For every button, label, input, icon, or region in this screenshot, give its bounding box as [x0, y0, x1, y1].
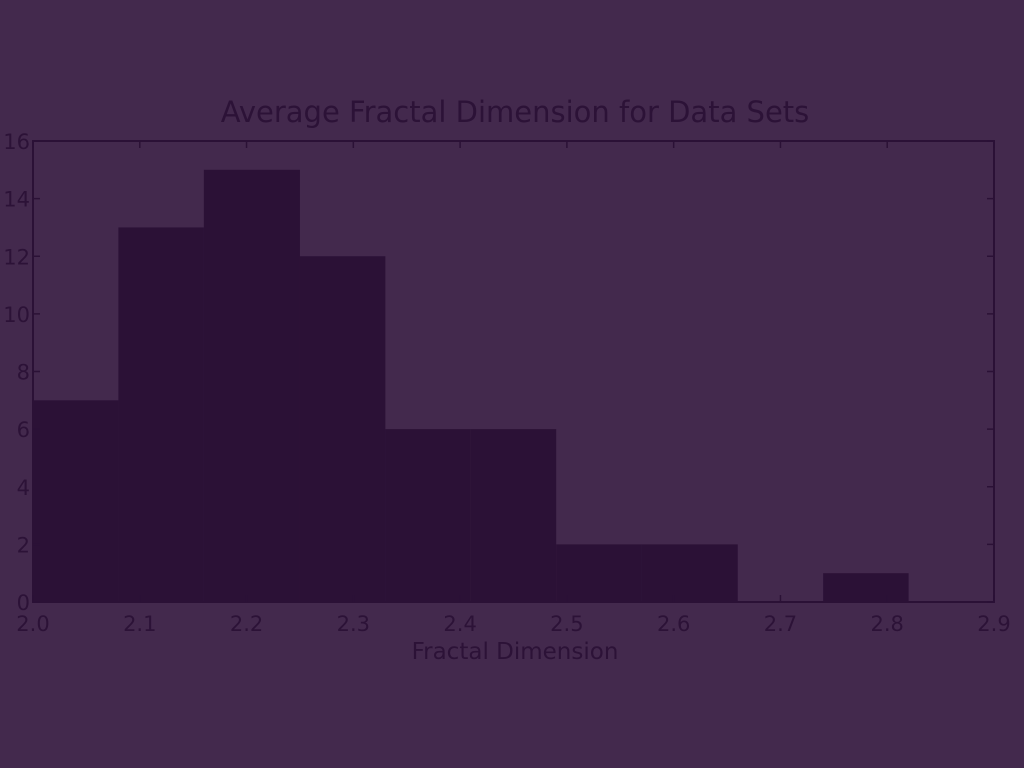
- x-tick-label-7: 2.7: [764, 612, 797, 636]
- x-tick-label-6: 2.6: [657, 612, 690, 636]
- histogram-bar-9: [823, 573, 909, 602]
- y-tick-label-7: 14: [3, 188, 30, 212]
- x-tick-label-9: 2.9: [977, 612, 1010, 636]
- x-tick-label-4: 2.4: [443, 612, 476, 636]
- x-tick-label-2: 2.2: [230, 612, 263, 636]
- histogram-bar-5: [470, 429, 557, 602]
- histogram-bar-1: [118, 227, 204, 602]
- ticks-layer: 2.0 2.1 2.2 2.3 2.4 2.5 2.6 2.7 2.8 2.9 0 2 4 6 8 10 12 1…: [3, 130, 1010, 636]
- y-tick-label-6: 12: [3, 245, 30, 269]
- x-tick-label-5: 2.5: [550, 612, 583, 636]
- y-tick-label-2: 4: [17, 476, 30, 500]
- histogram-bar-6: [556, 544, 642, 602]
- x-tick-label-1: 2.1: [123, 612, 156, 636]
- y-tick-label-0: 0: [17, 591, 30, 615]
- histogram-bar-2: [203, 169, 300, 602]
- x-tick-label-0: 2.0: [16, 612, 49, 636]
- x-axis-label: Fractal Dimension: [412, 639, 619, 665]
- x-tick-label-3: 2.3: [337, 612, 370, 636]
- histogram-bar-7: [641, 544, 738, 602]
- histogram-bar-4: [385, 429, 471, 602]
- histogram-bar-0: [33, 400, 119, 602]
- y-tick-label-1: 2: [17, 533, 30, 557]
- histogram-bar-3: [299, 256, 386, 602]
- y-tick-label-4: 8: [17, 361, 30, 385]
- y-tick-label-3: 6: [17, 418, 30, 442]
- chart-title: Average Fractal Dimension for Data Sets: [221, 95, 810, 129]
- y-tick-label-8: 16: [3, 130, 30, 154]
- x-tick-label-8: 2.8: [871, 612, 904, 636]
- y-tick-label-5: 10: [3, 303, 30, 327]
- bars-layer: [33, 169, 909, 602]
